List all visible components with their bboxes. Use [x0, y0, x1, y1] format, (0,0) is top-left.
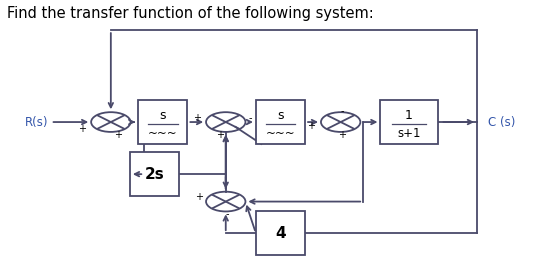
- Text: Find the transfer function of the following system:: Find the transfer function of the follow…: [7, 6, 373, 20]
- Text: s: s: [277, 109, 284, 122]
- Text: -: -: [340, 106, 344, 116]
- Text: ~~~: ~~~: [148, 127, 178, 140]
- Text: 1: 1: [405, 109, 413, 122]
- Text: s+1: s+1: [397, 127, 421, 140]
- Bar: [130, 152, 179, 196]
- Bar: [256, 211, 305, 255]
- Text: +: +: [113, 130, 122, 140]
- Bar: [381, 100, 438, 144]
- Text: +: +: [195, 193, 204, 202]
- Text: +: +: [78, 124, 86, 134]
- Text: 2s: 2s: [145, 167, 164, 182]
- Text: s: s: [160, 109, 166, 122]
- Text: +: +: [192, 113, 201, 123]
- Text: ~~~: ~~~: [266, 127, 295, 140]
- Text: C (s): C (s): [488, 116, 516, 129]
- Bar: [138, 100, 188, 144]
- Text: +: +: [216, 130, 224, 140]
- Text: +: +: [307, 121, 316, 131]
- Bar: [256, 100, 305, 144]
- Text: -: -: [248, 113, 252, 123]
- Text: -: -: [226, 209, 229, 219]
- Text: R(s): R(s): [24, 116, 48, 129]
- Text: 4: 4: [275, 225, 286, 241]
- Text: +: +: [338, 130, 346, 140]
